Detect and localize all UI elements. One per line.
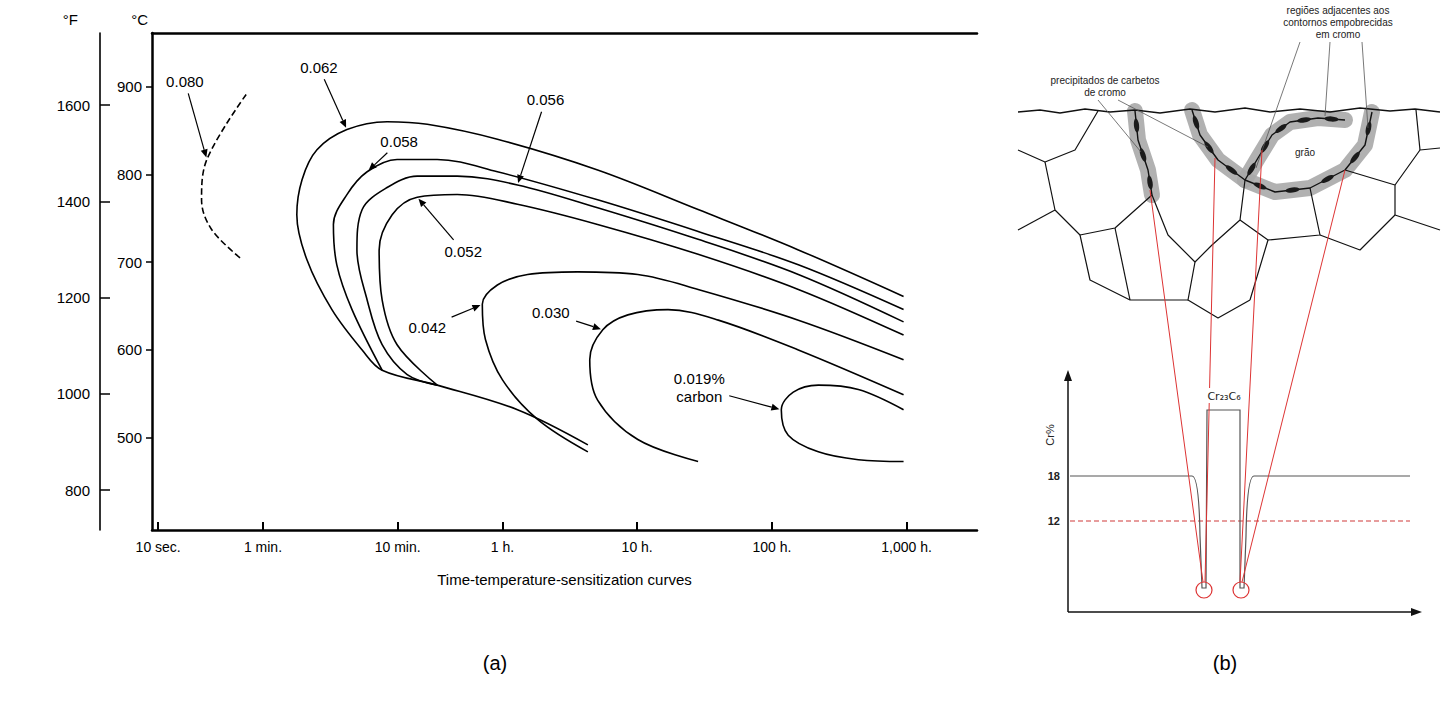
svg-text:1 min.: 1 min.	[244, 539, 282, 555]
svg-text:em cromo: em cromo	[1316, 29, 1361, 40]
svg-text:0.030: 0.030	[532, 304, 570, 321]
svg-text:500: 500	[117, 429, 142, 446]
svg-text:°C: °C	[131, 11, 148, 28]
svg-text:0.052: 0.052	[444, 243, 482, 260]
svg-text:°F: °F	[63, 11, 78, 28]
svg-text:grão: grão	[1295, 147, 1315, 158]
svg-text:Cr₂₃C₆: Cr₂₃C₆	[1207, 390, 1241, 403]
svg-text:1,000 h.: 1,000 h.	[881, 539, 932, 555]
svg-text:18: 18	[1048, 470, 1060, 482]
svg-text:800: 800	[65, 482, 90, 499]
svg-text:10 sec.: 10 sec.	[136, 539, 181, 555]
svg-text:0.062: 0.062	[300, 59, 338, 76]
svg-text:carbon: carbon	[676, 388, 722, 405]
svg-text:regiões adjacentes aos: regiões adjacentes aos	[1287, 5, 1390, 16]
svg-text:precipitados de carbetos: precipitados de carbetos	[1051, 75, 1160, 86]
svg-text:100 h.: 100 h.	[752, 539, 791, 555]
svg-text:1400: 1400	[57, 193, 90, 210]
svg-text:10 min.: 10 min.	[375, 539, 421, 555]
svg-text:0.042: 0.042	[409, 319, 447, 336]
svg-text:Cr%: Cr%	[1044, 424, 1056, 446]
svg-text:contornos empobrecidas: contornos empobrecidas	[1283, 17, 1393, 28]
svg-text:700: 700	[117, 254, 142, 271]
svg-text:Time-temperature-sensitization: Time-temperature-sensitization curves	[437, 571, 692, 588]
svg-text:12: 12	[1048, 515, 1060, 527]
svg-text:de cromo: de cromo	[1084, 87, 1126, 98]
svg-text:1000: 1000	[57, 385, 90, 402]
svg-text:0.056: 0.056	[527, 91, 565, 108]
svg-text:(a): (a)	[483, 652, 507, 674]
svg-text:1200: 1200	[57, 289, 90, 306]
svg-text:800: 800	[117, 166, 142, 183]
svg-text:(b): (b)	[1213, 652, 1237, 674]
svg-text:0.080: 0.080	[166, 73, 204, 90]
svg-text:600: 600	[117, 341, 142, 358]
svg-text:0.058: 0.058	[380, 133, 418, 150]
svg-text:1 h.: 1 h.	[491, 539, 514, 555]
svg-text:0.019%: 0.019%	[674, 370, 725, 387]
svg-text:10 h.: 10 h.	[622, 539, 653, 555]
svg-text:1600: 1600	[57, 97, 90, 114]
svg-text:900: 900	[117, 78, 142, 95]
